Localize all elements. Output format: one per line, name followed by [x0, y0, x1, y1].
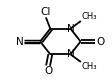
- Text: CH₃: CH₃: [81, 62, 97, 71]
- Text: N: N: [67, 24, 74, 34]
- Text: O: O: [44, 66, 52, 76]
- Text: O: O: [97, 37, 105, 46]
- Text: CH₃: CH₃: [81, 12, 97, 21]
- Text: N: N: [16, 37, 23, 46]
- Text: Cl: Cl: [40, 7, 51, 17]
- Text: N: N: [67, 49, 74, 59]
